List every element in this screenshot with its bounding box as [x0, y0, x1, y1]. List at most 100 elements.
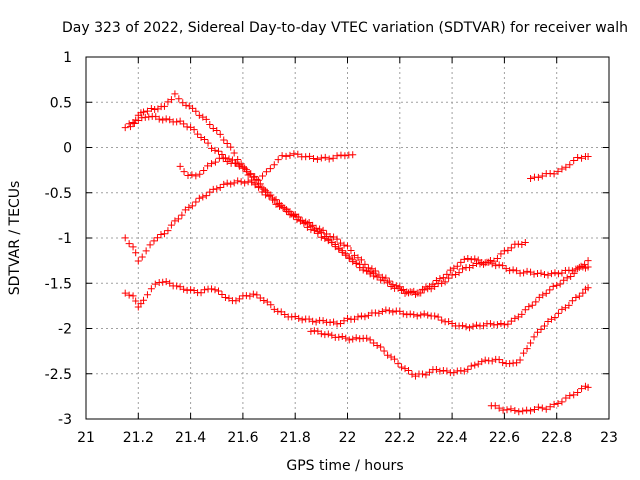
data-point: [523, 267, 531, 275]
data-point: [208, 285, 216, 293]
data-point: [213, 126, 221, 134]
data-point: [420, 310, 428, 318]
data-point: [200, 167, 208, 175]
grid-lines: [86, 57, 609, 419]
data-point: [457, 367, 465, 375]
data-point: [316, 225, 324, 233]
data-point: [160, 102, 168, 110]
data-point: [204, 162, 212, 170]
data-point: [488, 357, 496, 365]
data-point: [262, 187, 270, 195]
data-point: [241, 179, 249, 187]
data-point: [584, 153, 592, 161]
data-point: [518, 310, 526, 318]
data-point: [132, 297, 140, 305]
data-point: [338, 332, 346, 340]
data-point: [235, 161, 243, 169]
data-point: [337, 151, 345, 159]
data-point: [567, 272, 575, 280]
y-tick-label: -0.5: [45, 186, 72, 202]
data-point: [492, 262, 500, 270]
data-point: [462, 323, 470, 331]
data-point: [570, 391, 578, 399]
data-point: [282, 152, 290, 160]
data-point: [363, 334, 371, 342]
data-point: [527, 174, 535, 182]
data-point: [497, 250, 505, 258]
data-point: [406, 310, 414, 318]
data-point: [300, 219, 308, 227]
data-point: [574, 154, 582, 162]
data-point: [544, 271, 552, 279]
data-point: [221, 293, 229, 301]
data-point: [227, 180, 235, 188]
data-point: [237, 178, 245, 186]
data-point: [389, 308, 397, 316]
data-point: [291, 313, 299, 321]
data-point: [506, 360, 514, 368]
data-point: [476, 260, 484, 268]
data-point: [469, 322, 477, 330]
data-point: [411, 290, 419, 298]
data-point: [515, 408, 523, 416]
x-tick-label: 22.8: [541, 430, 572, 446]
data-point: [497, 320, 505, 328]
data-point: [382, 274, 390, 282]
data-point: [147, 285, 155, 293]
data-point: [251, 173, 259, 181]
data-point: [464, 255, 472, 263]
data-point: [145, 113, 153, 121]
series-track-3: [176, 150, 357, 184]
data-point: [382, 306, 390, 314]
data-point: [495, 261, 503, 269]
data-point: [150, 237, 158, 245]
data-point: [342, 251, 350, 259]
data-point: [417, 289, 425, 297]
data-point: [384, 279, 392, 287]
data-point: [345, 336, 353, 344]
data-point: [483, 258, 491, 266]
data-point: [223, 139, 231, 147]
data-point: [579, 289, 587, 297]
data-point: [431, 312, 439, 320]
data-point: [266, 165, 274, 173]
data-point: [141, 113, 149, 121]
data-point: [195, 111, 203, 119]
data-point: [231, 159, 239, 167]
data-point: [173, 118, 181, 126]
data-point: [373, 342, 381, 350]
data-point: [509, 266, 517, 274]
data-point: [352, 334, 360, 342]
data-point: [129, 292, 137, 300]
data-point: [534, 403, 542, 411]
data-point: [286, 208, 294, 216]
data-point: [361, 260, 369, 268]
data-point: [192, 172, 200, 180]
data-point: [486, 320, 494, 328]
data-point: [347, 247, 355, 255]
data-point: [192, 198, 200, 206]
data-point: [448, 271, 456, 279]
data-point: [547, 315, 555, 323]
data-point: [213, 185, 221, 193]
data-point: [164, 227, 172, 235]
data-point: [197, 289, 205, 297]
data-point: [441, 278, 449, 286]
data-point: [366, 336, 374, 344]
data-point: [361, 313, 369, 321]
data-point: [439, 367, 447, 375]
data-point: [493, 321, 501, 329]
data-point: [581, 261, 589, 269]
data-point: [143, 291, 151, 299]
data-point: [319, 226, 327, 234]
series-track-6: [307, 284, 592, 380]
data-point: [391, 355, 399, 363]
data-point: [507, 405, 515, 413]
data-point: [577, 262, 585, 270]
data-point: [584, 383, 592, 391]
data-point: [185, 203, 193, 211]
data-point: [340, 241, 348, 249]
data-point: [363, 267, 371, 275]
data-point: [538, 172, 546, 180]
data-point: [211, 286, 219, 294]
